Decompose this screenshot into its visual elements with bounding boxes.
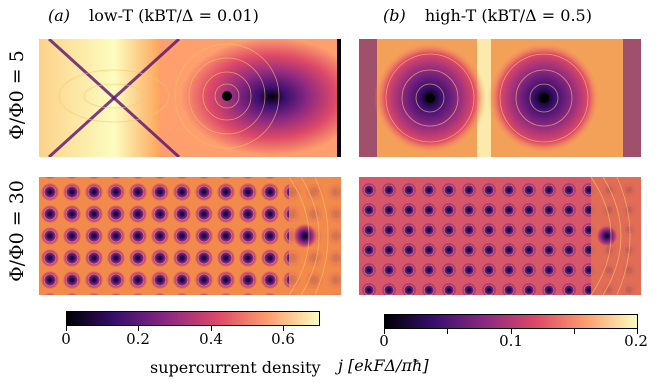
row-label-top: Φ/Φ0 = 5 (6, 50, 28, 140)
map-panel-high-t-flux-30 (359, 177, 641, 295)
map-panel-low-t-flux-5 (39, 39, 341, 157)
colorbar-low-t-tick-label: 0.2 (126, 330, 150, 348)
colorbar-low-t-tick-label: 0.6 (271, 330, 295, 348)
colorbar-low-t-tick-label: 0.4 (199, 330, 223, 348)
map-panel-low-t-flux-30 (39, 177, 341, 295)
panel-a-label: (a) (48, 6, 71, 25)
colorbar-high-t-tick-label: 0.2 (624, 332, 648, 350)
colorbar-tick (637, 329, 638, 334)
colorbar-high-t-tick-label: 0.1 (499, 332, 523, 350)
panel-b-title-text: high-T (kBT/Δ = 0.5) (424, 6, 592, 25)
map-panel-high-t-flux-5 (359, 39, 641, 157)
colorbar-low-t-ticks (66, 326, 320, 331)
row-label-bottom: Φ/Φ0 = 30 (6, 180, 28, 282)
colorbar-low-t (66, 311, 320, 326)
colorbar-high-t-ticks (384, 329, 638, 334)
colorbar-tick (574, 329, 575, 334)
colorbar-tick (447, 329, 448, 334)
panel-a-title-text: low-T (kBT/Δ = 0.01) (89, 6, 259, 25)
colorbar-tick (138, 326, 139, 331)
colorbar-tick (211, 326, 212, 331)
panel-b-label: (b) (383, 6, 406, 25)
colorbar-tick (66, 326, 67, 331)
colorbar-title-left: supercurrent density (150, 358, 321, 377)
colorbar-high-t (384, 314, 638, 329)
colorbar-high-t-tick-label: 0 (379, 332, 389, 350)
panel-a-title: (a) low-T (kBT/Δ = 0.01) (48, 6, 259, 25)
colorbar-title-right: j [ekFΔ/πħ] (338, 356, 429, 375)
colorbar-low-t-tick-label: 0 (61, 330, 71, 348)
colorbar-tick (283, 326, 284, 331)
panel-b-title: (b) high-T (kBT/Δ = 0.5) (383, 6, 592, 25)
colorbar-tick (384, 329, 385, 334)
colorbar-tick (511, 329, 512, 334)
